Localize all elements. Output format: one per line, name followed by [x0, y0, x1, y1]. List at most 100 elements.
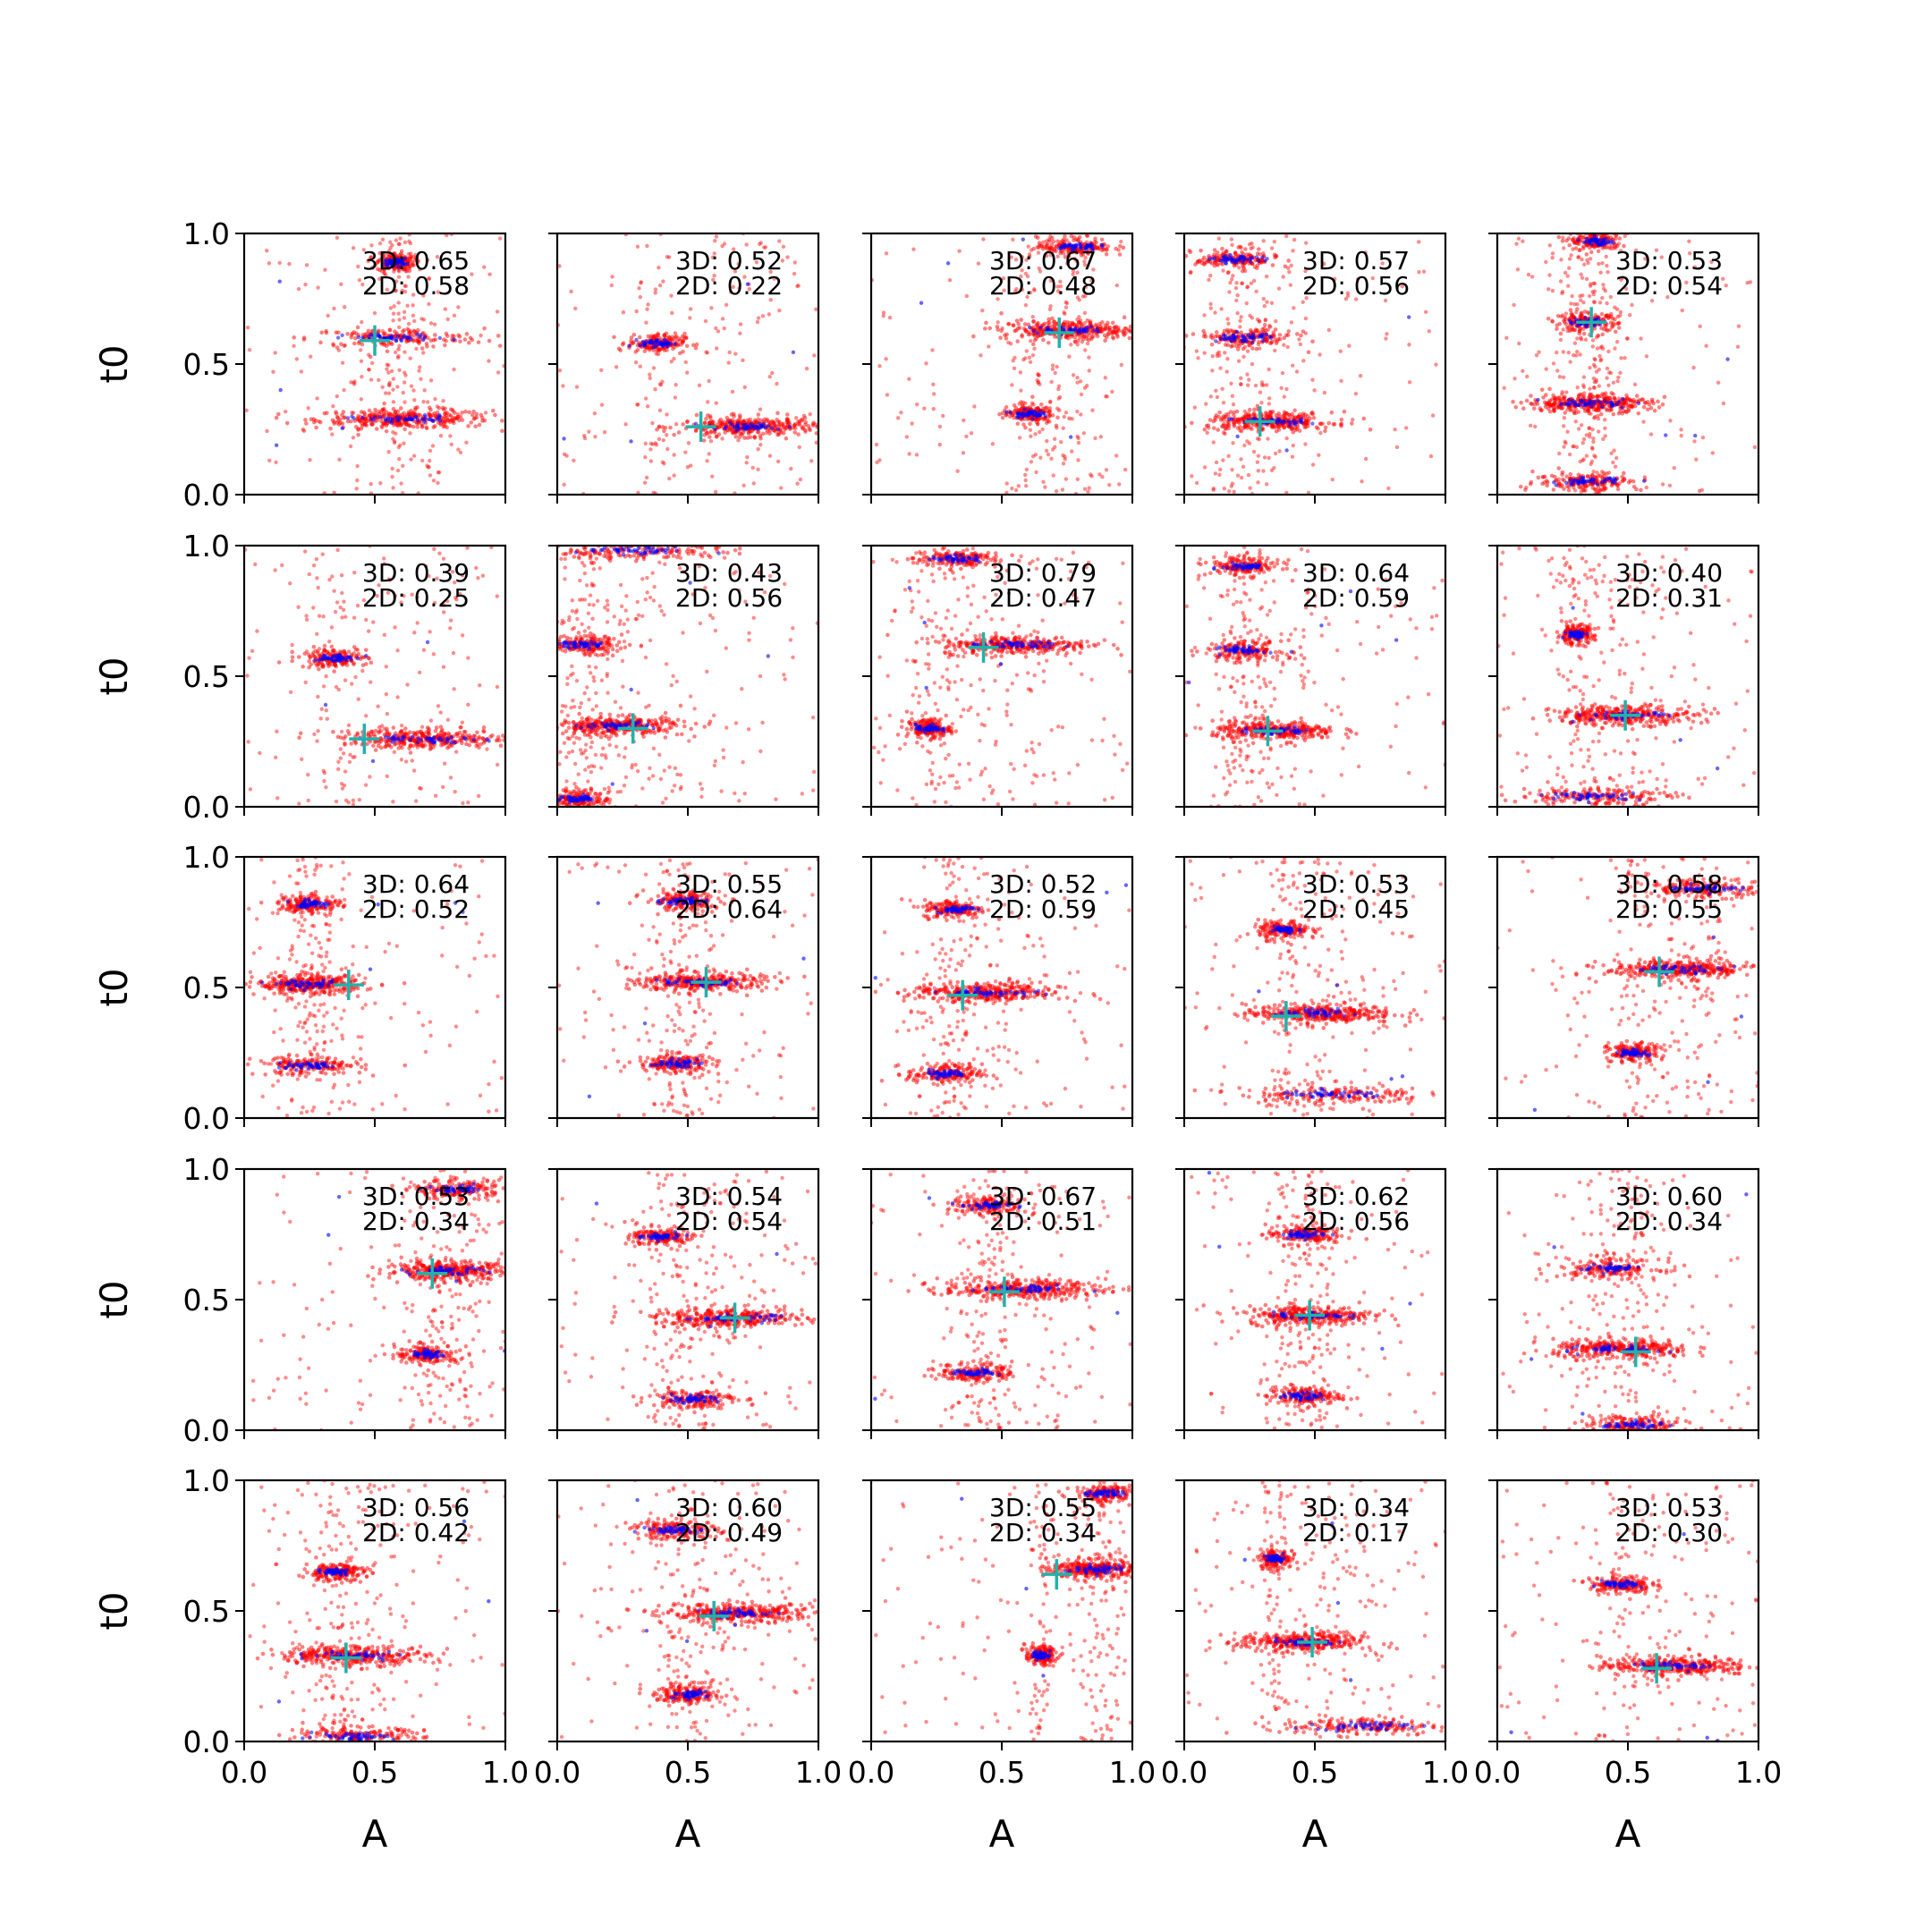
- red-point: [477, 422, 482, 428]
- red-point: [1721, 401, 1726, 406]
- red-point: [1040, 246, 1046, 251]
- red-point: [1089, 331, 1095, 335]
- blue-point: [369, 417, 373, 421]
- red-point: [1229, 381, 1233, 386]
- red-point: [296, 286, 301, 292]
- red-point: [1048, 278, 1053, 283]
- red-point: [1089, 335, 1095, 340]
- blue-point: [381, 262, 386, 267]
- red-point: [1318, 352, 1322, 357]
- red-point: [1579, 335, 1583, 341]
- red-point: [1521, 239, 1525, 243]
- blue-point: [1027, 325, 1032, 330]
- red-point: [1550, 288, 1555, 293]
- red-point: [292, 335, 297, 340]
- red-point: [1032, 287, 1037, 292]
- red-point: [961, 451, 966, 455]
- red-point: [401, 463, 405, 469]
- red-point: [1609, 451, 1614, 455]
- red-point: [1246, 472, 1251, 478]
- red-point: [443, 406, 447, 411]
- red-point: [1611, 380, 1616, 385]
- red-point: [351, 246, 356, 250]
- red-point: [782, 424, 786, 429]
- red-point: [1259, 401, 1264, 405]
- blue-point: [1030, 417, 1035, 421]
- red-point: [802, 416, 808, 420]
- red-point: [1608, 311, 1614, 317]
- red-point: [1038, 382, 1042, 386]
- red-point: [393, 350, 398, 355]
- red-point: [685, 419, 690, 424]
- blue-point: [775, 427, 781, 432]
- red-point: [736, 261, 741, 267]
- red-point: [389, 342, 394, 347]
- red-point: [1013, 258, 1019, 262]
- red-point: [1611, 460, 1615, 465]
- red-point: [800, 417, 804, 422]
- red-point: [1019, 388, 1023, 393]
- red-point: [712, 430, 717, 435]
- red-point: [714, 326, 718, 331]
- red-point: [1594, 377, 1598, 382]
- red-point: [645, 346, 649, 351]
- red-point: [635, 244, 640, 249]
- red-point: [353, 424, 359, 429]
- blue-point: [673, 342, 677, 346]
- red-point: [1289, 263, 1293, 268]
- red-point: [931, 392, 936, 396]
- red-point: [1662, 394, 1667, 400]
- red-point: [1516, 236, 1521, 242]
- red-point: [1555, 350, 1559, 355]
- red-point: [1038, 269, 1043, 274]
- red-point: [672, 344, 677, 350]
- red-point: [914, 453, 919, 457]
- red-point: [1600, 332, 1606, 337]
- blue-point: [668, 341, 674, 346]
- red-point: [330, 432, 335, 436]
- red-point: [411, 329, 417, 335]
- red-point: [1265, 383, 1269, 387]
- red-point: [1224, 369, 1229, 374]
- red-point: [365, 419, 370, 423]
- red-point: [1284, 333, 1289, 337]
- red-point: [421, 293, 426, 298]
- red-point: [315, 396, 319, 401]
- red-point: [808, 411, 812, 417]
- red-point: [398, 443, 402, 447]
- red-point: [1556, 395, 1561, 400]
- red-point: [574, 385, 580, 389]
- red-point: [402, 350, 407, 354]
- blue-point: [1081, 327, 1087, 332]
- red-point: [352, 379, 357, 384]
- red-point: [1587, 426, 1592, 430]
- red-point: [1326, 327, 1332, 333]
- red-point: [1214, 330, 1219, 335]
- red-point: [1191, 332, 1196, 336]
- red-point: [1199, 248, 1203, 253]
- red-point: [1628, 313, 1632, 318]
- red-point: [1581, 385, 1587, 389]
- red-point: [705, 413, 710, 418]
- red-point: [1645, 407, 1650, 412]
- red-point: [375, 260, 380, 265]
- red-point: [693, 428, 699, 434]
- red-point: [1012, 409, 1017, 413]
- red-point: [359, 397, 364, 402]
- red-point: [672, 473, 676, 478]
- red-point: [1012, 402, 1017, 408]
- blue-point: [1229, 339, 1233, 343]
- red-point: [1211, 440, 1216, 445]
- red-point: [396, 354, 401, 359]
- blue-point: [402, 261, 406, 266]
- red-point: [1027, 355, 1032, 360]
- red-point: [401, 390, 405, 395]
- red-point: [1615, 314, 1621, 319]
- red-point: [661, 437, 665, 443]
- red-point: [357, 278, 362, 283]
- scatter-points: [1502, 233, 1758, 495]
- red-point: [1044, 448, 1049, 453]
- red-point: [645, 404, 650, 409]
